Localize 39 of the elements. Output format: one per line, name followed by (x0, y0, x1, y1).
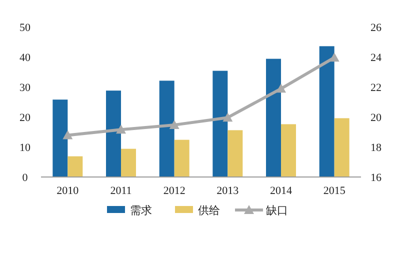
point (222, 112, 233, 122)
bar (121, 148, 136, 177)
x-tick-label: 2011 (110, 185, 132, 197)
y-tick-label: 30 (20, 82, 31, 94)
x-tick-label: 2015 (323, 185, 346, 197)
y2-tick-label: 16 (370, 172, 382, 184)
x-tick-label: 2010 (56, 185, 80, 197)
y2-tick-label: 24 (370, 52, 382, 64)
bar (106, 90, 121, 177)
bar (174, 140, 190, 177)
point (329, 52, 340, 62)
y-tick-label: 20 (20, 112, 31, 124)
bar (212, 70, 228, 177)
y-tick-label: 40 (20, 52, 31, 64)
y2-tick-label: 20 (370, 112, 382, 124)
bar (68, 156, 83, 177)
x-tick-label: 2012 (163, 185, 186, 197)
y2-tick-label: 18 (370, 142, 382, 154)
bar (266, 58, 281, 177)
point (169, 120, 180, 129)
x-tick-label: 2013 (216, 185, 240, 197)
legend-label: 缺口 (266, 204, 288, 217)
y2-tick-label: 26 (370, 22, 382, 34)
bar (52, 100, 68, 177)
legend-label: 供给 (198, 205, 220, 217)
bar (319, 46, 334, 177)
bar (334, 118, 350, 177)
point (62, 130, 73, 140)
y-tick-label: 0 (22, 172, 28, 184)
bar (159, 80, 174, 177)
point (276, 84, 286, 93)
bar (281, 124, 296, 177)
x-tick-label: 2014 (270, 185, 292, 197)
y-tick-label: 50 (20, 22, 31, 34)
point (116, 124, 126, 134)
y-tick-label: 10 (20, 142, 31, 154)
legend-label: 需求 (130, 204, 152, 217)
y2-tick-label: 22 (370, 82, 382, 94)
bar (228, 130, 243, 177)
